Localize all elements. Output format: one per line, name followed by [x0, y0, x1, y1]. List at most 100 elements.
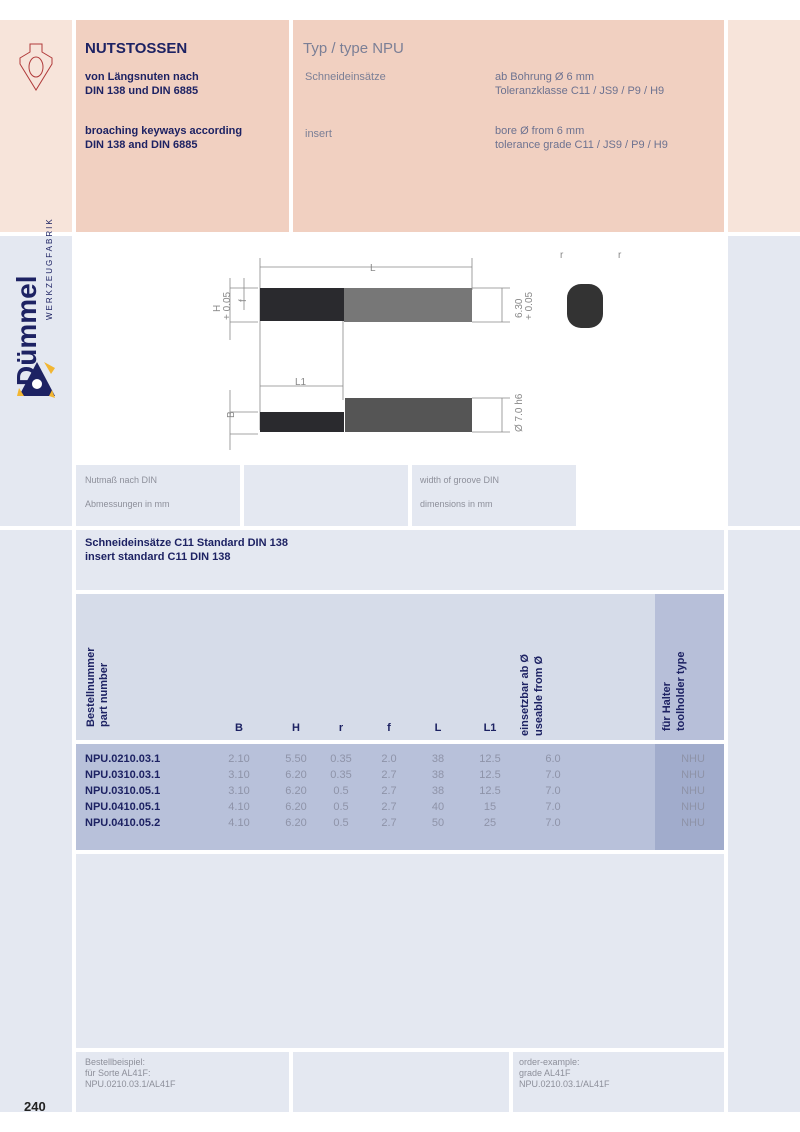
order-de-3: NPU.0210.03.1/AL41F — [85, 1079, 176, 1089]
label-L1: L1 — [295, 377, 307, 388]
page-number: 240 — [24, 1099, 46, 1114]
cell-f: 2.0 — [381, 753, 397, 765]
cell-use: 7.0 — [545, 817, 561, 829]
cell-f: 2.7 — [381, 785, 397, 797]
order-example-de-text: Bestellbeispiel: für Sorte AL41F: NPU.0210… — [85, 1057, 176, 1090]
cell-l: 38 — [431, 769, 445, 781]
cell-h: 5.50 — [285, 753, 307, 765]
side-right-top — [728, 20, 800, 232]
part-number: NPU.0410.05.1 — [85, 801, 161, 813]
label-f: f — [238, 299, 249, 302]
label-L: L — [370, 263, 376, 274]
header-use-en: useable from Ø — [533, 655, 545, 736]
footer-empty — [293, 1052, 509, 1112]
spec-en-2: tolerance grade C11 / JS9 / P9 / H9 — [495, 139, 668, 151]
desc-en-2: DIN 138 and DIN 6885 — [85, 139, 198, 151]
header-B: B — [235, 722, 243, 734]
cell-l: 50 — [431, 817, 445, 829]
table-row: NPU.0310.05.1 3.10 6.20 0.5 2.7 38 12.5 7.0 NHU — [76, 785, 724, 801]
info-box-de: Nutmaß nach DIN Abmessungen in mm — [76, 465, 240, 526]
header-r: r — [338, 722, 344, 734]
info-box-en: width of groove DIN dimensions in mm — [412, 465, 576, 526]
shank-top-view — [344, 288, 472, 322]
dimension-lines — [229, 258, 510, 450]
order-example-en-text: order-example: grade AL41F NPU.0210.03.1/A… — [519, 1057, 610, 1090]
spec-de-1: ab Bohrung Ø 6 mm — [495, 71, 595, 83]
desc-en: broaching keyways according DIN 138 and D… — [85, 124, 242, 152]
side-left-top — [0, 20, 72, 232]
cell-b: 4.10 — [228, 801, 250, 813]
section-title-de: Schneideinsätze C11 Standard DIN 138 — [85, 537, 288, 549]
header-f: f — [387, 722, 391, 734]
cell-l1: 12.5 — [479, 753, 501, 765]
cell-b: 3.10 — [228, 785, 250, 797]
desc-de: von Längsnuten nach DIN 138 und DIN 6885 — [85, 70, 199, 98]
info-en-2: dimensions in mm — [420, 499, 493, 509]
label-B: B — [226, 411, 237, 418]
keyway-icon — [19, 43, 53, 91]
table-body: NPU.0210.03.1 2.10 5.50 0.35 2.0 38 12.5 6.0 NHU… — [76, 744, 724, 850]
cell-use: 6.0 — [545, 753, 561, 765]
label-H-tol: + 0.05 — [222, 291, 233, 320]
cell-holder: NHU — [681, 753, 705, 765]
cell-l: 38 — [431, 753, 445, 765]
label-H: H — [212, 305, 223, 312]
cell-l1: 25 — [483, 817, 497, 829]
cell-h: 6.20 — [285, 785, 307, 797]
header-part-en: part number — [98, 662, 110, 727]
cell-l1: 12.5 — [479, 769, 501, 781]
logo-panel: Dümmel WERKZEUGFABRIK — [0, 217, 72, 526]
label-de: Schneideinsätze — [305, 71, 386, 83]
cell-r: 0.35 — [330, 753, 352, 765]
part-number: NPU.0310.03.1 — [85, 769, 161, 781]
side-right-mid — [728, 236, 800, 526]
order-example-en: order-example: grade AL41F NPU.0210.03.1/A… — [513, 1052, 724, 1112]
header-part-de: Bestellnummer — [85, 647, 97, 727]
desc-de-1: von Längsnuten nach — [85, 71, 199, 83]
header-holder-en: toolholder type — [675, 651, 687, 731]
technical-drawing: L L1 r r H + 0.05 f B 6.30 + 0.05 Ø 7.0 … — [212, 250, 622, 450]
side-left-bottom — [0, 530, 72, 1112]
spec-en-1: bore Ø from 6 mm — [495, 125, 585, 137]
insert-top-view — [260, 288, 344, 321]
cell-l: 38 — [431, 785, 445, 797]
cell-h: 6.20 — [285, 817, 307, 829]
label-r-left: r — [560, 250, 564, 261]
cell-f: 2.7 — [381, 769, 397, 781]
cell-r: 0.5 — [333, 801, 349, 813]
insert-side-view — [260, 412, 344, 432]
label-r-right: r — [618, 250, 622, 261]
cell-b: 3.10 — [228, 769, 250, 781]
table-row: NPU.0210.03.1 2.10 5.50 0.35 2.0 38 12.5 6.0 NHU — [76, 753, 724, 769]
header-L1: L1 — [483, 722, 497, 734]
order-de-1: Bestellbeispiel: — [85, 1057, 146, 1067]
cell-r: 0.35 — [330, 769, 352, 781]
cell-holder: NHU — [681, 817, 705, 829]
holder-header-cell — [655, 594, 724, 740]
empty-panel — [76, 854, 724, 1048]
spec-de: ab Bohrung Ø 6 mm Toleranzklasse C11 / JS… — [495, 70, 664, 98]
type-title: Typ / type NPU — [303, 40, 404, 57]
part-number: NPU.0410.05.2 — [85, 817, 161, 829]
cell-f: 2.7 — [381, 817, 397, 829]
label-d1: 6.30 — [514, 298, 525, 318]
title-box: NUTSTOSSEN von Längsnuten nach DIN 138 un… — [76, 20, 289, 232]
spec-de-2: Toleranzklasse C11 / JS9 / P9 / H9 — [495, 85, 665, 97]
order-de-2: für Sorte AL41F: — [85, 1068, 151, 1078]
page-title: NUTSTOSSEN — [85, 40, 188, 57]
table-row: NPU.0410.05.1 4.10 6.20 0.5 2.7 40 15 7.0 NHU — [76, 801, 724, 817]
info-de-2: Abmessungen in mm — [85, 499, 170, 509]
order-en-1: order-example: — [519, 1057, 580, 1067]
cell-holder: NHU — [681, 801, 705, 813]
logo-mark-icon — [17, 362, 55, 398]
cell-h: 6.20 — [285, 769, 307, 781]
cell-b: 2.10 — [228, 753, 250, 765]
order-example-de: Bestellbeispiel: für Sorte AL41F: NPU.0210… — [76, 1052, 289, 1112]
cell-l1: 12.5 — [479, 785, 501, 797]
header-use-de: einsetzbar ab Ø — [519, 654, 531, 736]
cell-r: 0.5 — [333, 817, 349, 829]
header-H: H — [292, 722, 300, 734]
cell-use: 7.0 — [545, 801, 561, 813]
label-en: insert — [305, 128, 332, 140]
brand-subtitle: WERKZEUGFABRIK — [45, 217, 54, 320]
